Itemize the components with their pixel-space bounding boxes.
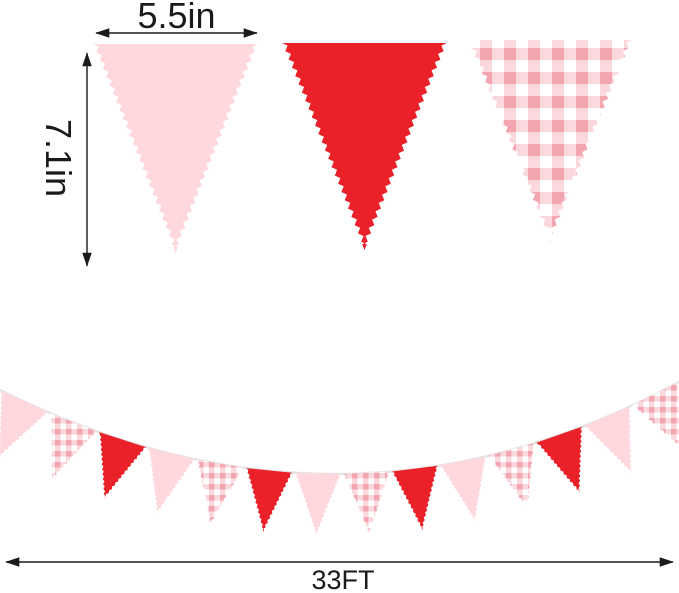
banner-flag-1-pink bbox=[0, 390, 49, 457]
banner-flag-4-pink bbox=[148, 447, 196, 514]
sample-flag-red bbox=[282, 43, 447, 250]
dimension-arrows bbox=[5, 28, 674, 567]
banner-flag-9-red bbox=[391, 465, 438, 531]
banner-flag-14-gingham bbox=[632, 382, 679, 446]
banner-flag-13-pink bbox=[584, 406, 632, 474]
banner-flag-6-red bbox=[246, 468, 293, 533]
banner-flag-8-gingham bbox=[343, 471, 390, 535]
sample-flag-pink bbox=[93, 44, 258, 253]
banner-string bbox=[0, 380, 679, 476]
banner-flag-7-pink bbox=[294, 472, 342, 536]
banner-flag-3-red bbox=[99, 432, 147, 499]
banner-length-label: 33FT bbox=[311, 565, 375, 593]
flag-width-label: 5.5in bbox=[137, 0, 216, 36]
banner-flag-12-red bbox=[536, 426, 583, 494]
banner-flag-10-pink bbox=[440, 456, 487, 522]
flag-height-label: 7.1in bbox=[38, 118, 79, 198]
banner-flag-5-gingham bbox=[197, 459, 244, 525]
banner-flag-2-gingham bbox=[50, 413, 98, 481]
banner-flag-11-gingham bbox=[488, 443, 535, 510]
sample-flags bbox=[93, 40, 632, 253]
banner-string-group bbox=[0, 380, 679, 536]
sample-flag-gingham bbox=[468, 40, 632, 242]
